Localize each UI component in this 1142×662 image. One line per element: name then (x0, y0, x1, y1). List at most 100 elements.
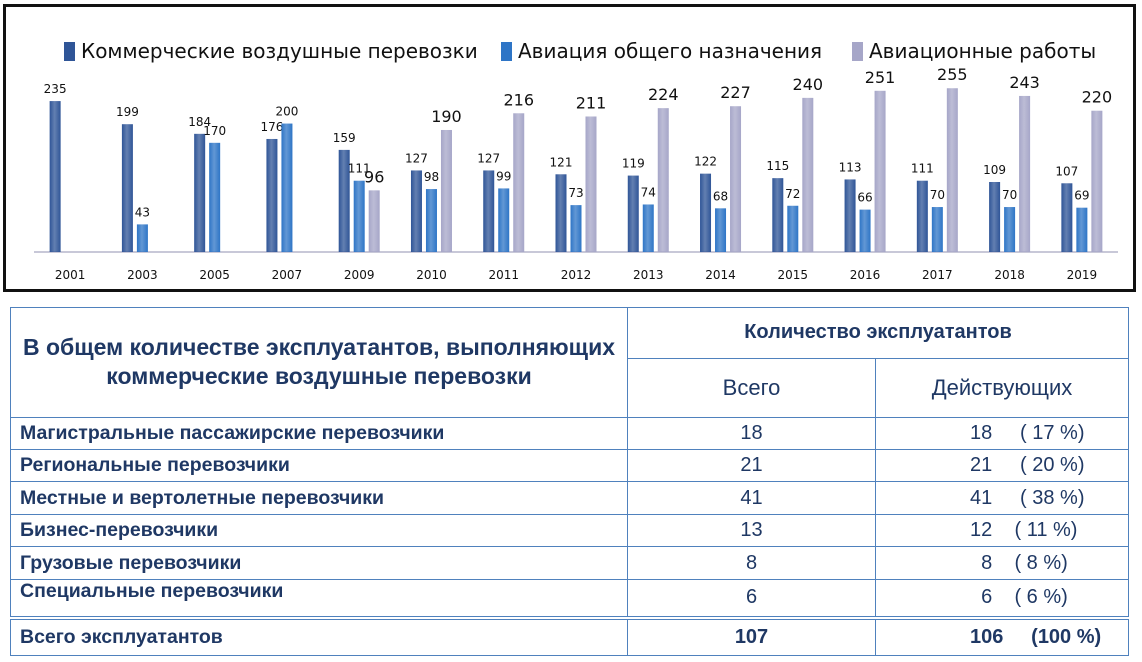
table-row-total: 13 (627, 513, 876, 548)
table-row-active: 18 ( 17 %) (874, 416, 1130, 451)
table-row: Магистральные пассажирские перевозчики 18… (10, 416, 1130, 451)
table-row-total: 18 (627, 416, 876, 451)
data-label-2007-series-0: 176 (260, 120, 283, 134)
legend-swatch-general-aviation (501, 41, 512, 61)
bar-2007-series-1 (281, 123, 293, 252)
bar-2010-series-2 (440, 129, 452, 252)
x-tick-label: 2010 (416, 268, 447, 282)
x-tick-label: 2016 (850, 268, 881, 282)
data-label-2011-series-0: 127 (477, 151, 500, 165)
x-tick-label: 2003 (127, 268, 158, 282)
bar-2018-series-2 (1019, 95, 1031, 252)
table-row-label: Грузовые перевозчики (10, 546, 628, 580)
table-row-label: Бизнес-перевозчики (10, 513, 628, 548)
data-label-2018-series-0: 109 (983, 163, 1006, 177)
x-tick-label: 2015 (778, 268, 809, 282)
bar-2015-series-2 (802, 97, 814, 252)
bar-2017-series-1 (931, 207, 943, 252)
data-label-2016-series-0: 113 (839, 160, 862, 174)
table-row-active: 8 ( 8 %) (874, 546, 1130, 580)
bar-2005-series-0 (194, 133, 206, 252)
table-total-row: Всего эксплуатантов 107 106 (100 %) (10, 615, 1130, 656)
data-label-2014-series-2: 227 (720, 83, 751, 102)
bar-2012-series-2 (585, 116, 597, 252)
bar-2016-series-2 (874, 90, 886, 253)
bar-2009-series-1 (353, 180, 365, 252)
x-tick-label: 2001 (55, 268, 86, 282)
bar-2009-series-2 (368, 190, 380, 252)
bar-2018-series-0 (989, 181, 1001, 252)
data-label-2019-series-0: 107 (1055, 164, 1078, 178)
data-label-2018-series-2: 243 (1009, 73, 1040, 92)
data-label-2018-series-1: 70 (1002, 188, 1017, 202)
x-tick-label: 2014 (705, 268, 736, 282)
bar-2017-series-2 (946, 88, 958, 252)
total-row-label: Всего эксплуатантов (10, 615, 628, 656)
bar-2014-series-1 (715, 208, 727, 252)
table-row: Грузовые перевозчики 8 8 ( 8 %) (10, 546, 1130, 580)
x-tick-label: 2018 (994, 268, 1025, 282)
data-label-2007-series-1: 200 (275, 105, 298, 119)
x-tick-label: 2017 (922, 268, 953, 282)
data-label-2016-series-1: 66 (857, 191, 872, 205)
bar-2017-series-0 (916, 180, 928, 252)
table-row-label: Региональные перевозчики (10, 449, 628, 483)
data-label-2012-series-0: 121 (550, 155, 573, 169)
bar-2011-series-0 (483, 170, 495, 252)
data-label-2010-series-0: 127 (405, 151, 428, 165)
data-label-2005-series-1: 170 (203, 124, 226, 138)
data-label-2019-series-2: 220 (1082, 88, 1113, 107)
data-label-2009-series-0: 159 (333, 131, 356, 145)
bar-2010-series-1 (425, 189, 437, 252)
data-label-2019-series-1: 69 (1074, 189, 1089, 203)
table-row-label: Специальные перевозчики (10, 578, 628, 619)
data-label-2011-series-2: 216 (503, 90, 534, 109)
chart-panel: Коммерческие воздушные перевозки Авиация… (3, 4, 1136, 292)
bar-2003-series-1 (136, 224, 148, 252)
legend-swatch-aerial-work (852, 41, 863, 61)
table-row-active: 12 ( 11 %) (874, 513, 1130, 548)
table-row-total: 41 (627, 481, 876, 515)
bar-2016-series-1 (859, 209, 871, 252)
bar-2012-series-1 (570, 205, 582, 252)
x-tick-label: 2005 (199, 268, 230, 282)
table-row-active: 41 ( 38 %) (874, 481, 1130, 515)
table-header-total: Всего (627, 357, 876, 418)
x-tick-label: 2013 (633, 268, 664, 282)
bar-2007-series-0 (266, 138, 278, 252)
table-row-total: 21 (627, 449, 876, 483)
table-row: Бизнес-перевозчики 13 12 ( 11 %) (10, 513, 1130, 548)
data-label-2003-series-0: 199 (116, 105, 139, 119)
legend-label-commercial: Коммерческие воздушные перевозки (81, 39, 478, 63)
x-tick-label: 2019 (1067, 268, 1098, 282)
data-label-2010-series-2: 190 (431, 107, 462, 126)
bar-2001-series-0 (49, 101, 61, 252)
table-row-active: 21 ( 20 %) (874, 449, 1130, 483)
data-label-2012-series-2: 211 (576, 93, 607, 112)
table-header-active: Действующих (874, 357, 1130, 418)
data-label-2013-series-1: 74 (641, 185, 656, 199)
data-label-2017-series-2: 255 (937, 65, 968, 84)
x-tick-label: 2011 (488, 268, 519, 282)
data-label-2011-series-1: 99 (496, 169, 511, 183)
legend-item-commercial: Коммерческие воздушные перевозки (64, 39, 478, 63)
table-row: Местные и вертолетные перевозчики 41 41 ( … (10, 481, 1130, 515)
bar-2013-series-0 (627, 175, 639, 252)
bar-2012-series-0 (555, 174, 567, 252)
data-label-2013-series-0: 119 (622, 157, 645, 171)
legend-label-aerial-work: Авиационные работы (869, 39, 1097, 63)
data-label-2015-series-1: 72 (785, 187, 800, 201)
data-label-2015-series-0: 115 (766, 159, 789, 173)
bar-2019-series-2 (1091, 110, 1103, 252)
data-label-2017-series-0: 111 (911, 162, 934, 176)
bar-2003-series-0 (121, 124, 133, 252)
data-label-2012-series-1: 73 (568, 186, 583, 200)
bar-2016-series-0 (844, 179, 856, 252)
bar-2018-series-1 (1004, 207, 1016, 252)
bar-2013-series-1 (642, 204, 654, 252)
table-header-count: Количество эксплуатантов (626, 307, 1130, 359)
table-header-category: В общем количестве эксплуатантов, выполн… (10, 307, 628, 418)
data-label-2016-series-2: 251 (865, 68, 896, 87)
data-label-2013-series-2: 224 (648, 85, 679, 104)
operators-table: В общем количестве эксплуатантов, выполн… (10, 307, 1130, 656)
